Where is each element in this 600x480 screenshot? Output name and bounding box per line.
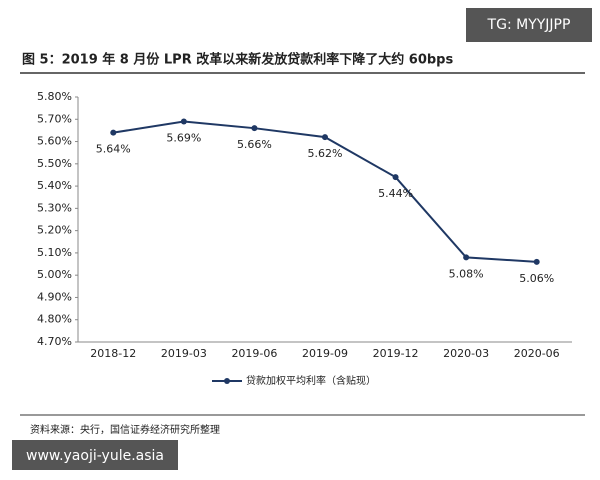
y-tick-label: 5.60% [37,135,72,148]
legend-marker [224,378,230,384]
y-tick-label: 4.70% [37,335,72,348]
x-tick-label: 2020-06 [514,347,560,360]
data-label: 5.08% [449,267,484,280]
y-tick-label: 5.40% [37,179,72,192]
point [180,118,187,125]
x-tick-label: 2019-06 [231,347,277,360]
data-label: 5.64% [96,143,131,156]
data-label: 5.66% [237,138,272,151]
point [322,134,328,141]
chart-title: 图 5：2019 年 8 月份 LPR 改革以来新发放贷款利率下降了大约 60b… [22,52,453,68]
y-tick-label: 5.10% [37,246,72,259]
y-tick-label: 5.80% [37,90,72,103]
x-tick-label: 2018-12 [90,347,136,360]
legend-label: 贷款加权平均利率（含贴现） [246,374,376,387]
data-label: 5.69% [166,132,201,145]
x-tick-label: 2019-12 [373,347,419,360]
watermark-box [12,440,178,470]
data-label: 5.06% [519,272,554,285]
watermark-top: TG: MYYJJPP [487,17,571,33]
point [463,254,470,261]
y-tick-label: 5.00% [37,268,72,281]
point [251,125,258,132]
data-label: 5.44% [378,187,413,200]
x-tick-label: 2020-03 [443,347,489,360]
watermark-box [466,8,592,42]
y-tick-label: 5.30% [37,201,72,214]
y-tick-label: 4.80% [37,313,72,326]
y-tick-label: 5.20% [37,224,72,237]
x-tick-label: 2019-09 [302,347,348,360]
source: 资料来源：央行，国信证券经济研究所整理 [30,423,220,436]
point [392,174,399,181]
y-tick-label: 5.70% [37,112,72,125]
x-tick-label: 2019-03 [161,347,207,360]
y-tick-label: 4.90% [37,290,72,303]
data-label: 5.62% [308,147,343,160]
watermark-bottom: www.yaoji-yule.asia [26,448,164,464]
point [110,129,117,136]
y-tick-label: 5.50% [37,157,72,170]
point [533,258,540,265]
